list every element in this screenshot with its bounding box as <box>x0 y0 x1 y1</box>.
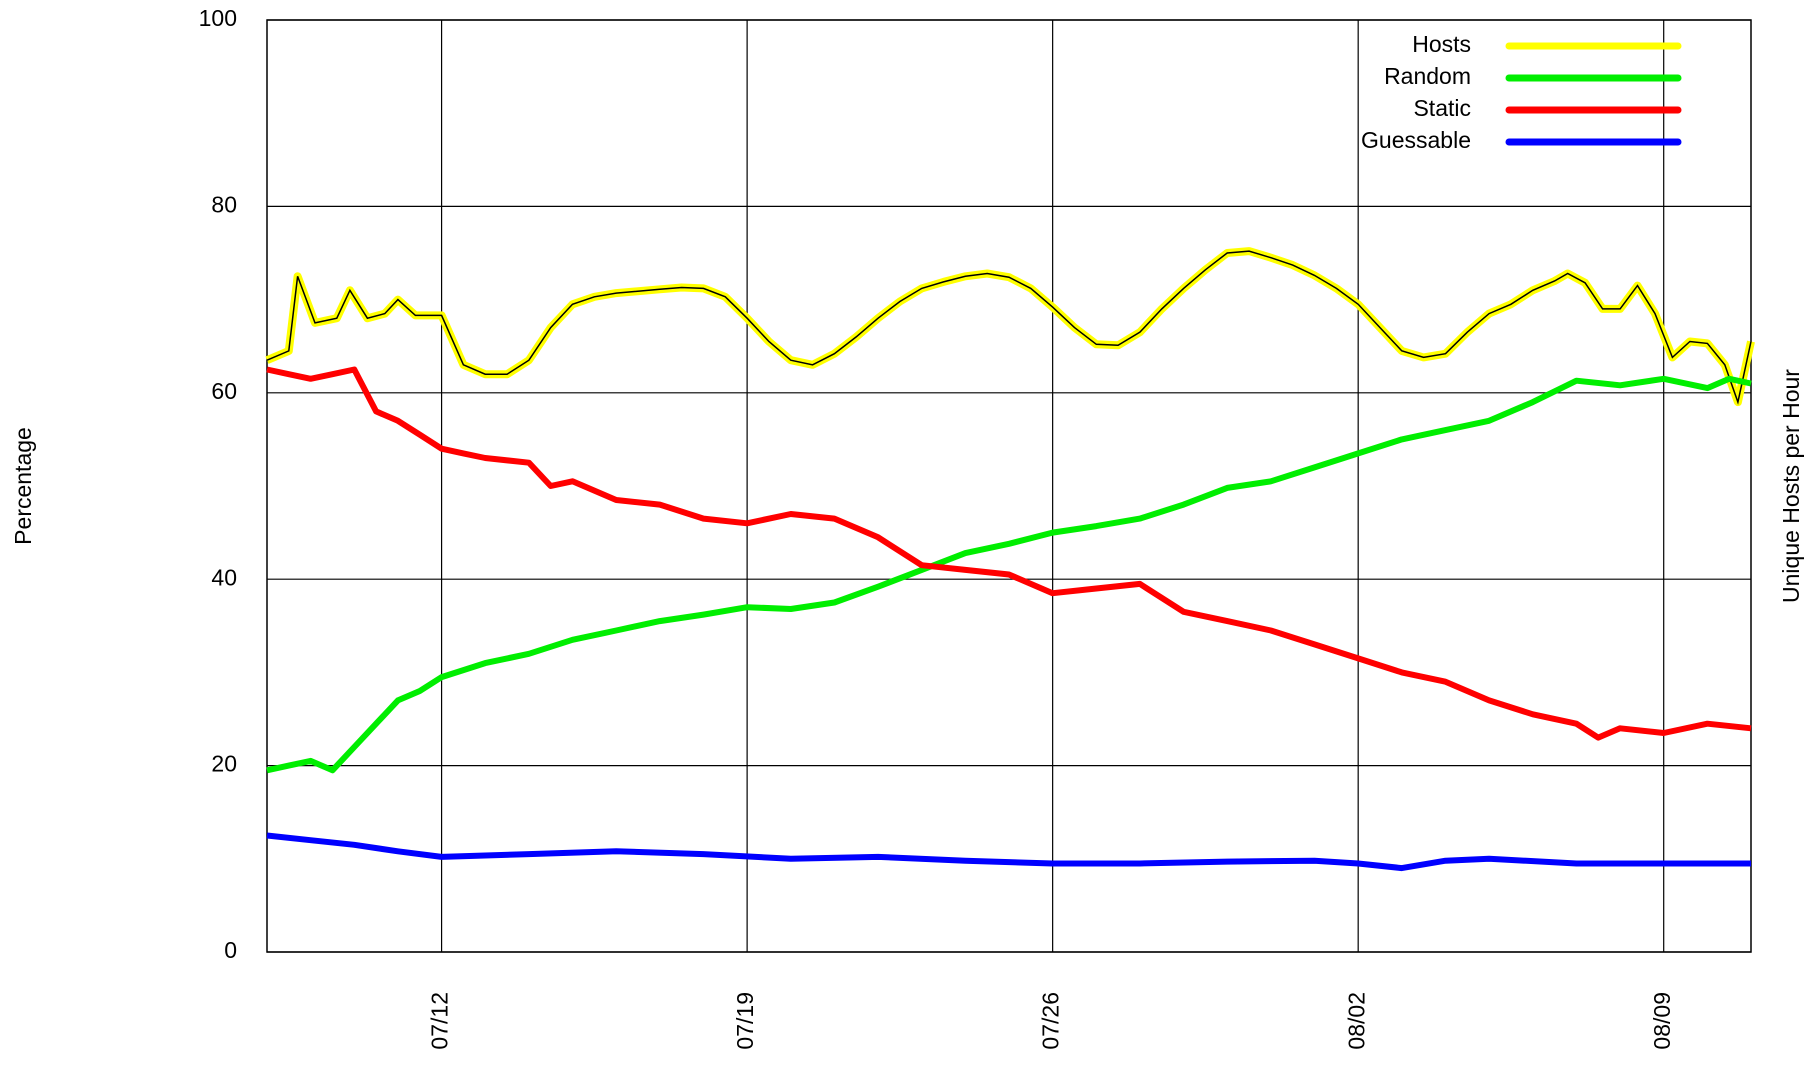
y-tick-label: 0 <box>224 937 237 963</box>
y-tick-label: 60 <box>211 378 237 404</box>
legend-label: Guessable <box>1361 127 1471 153</box>
series-line <box>266 832 1751 872</box>
x-tick-label: 07/26 <box>1038 992 1064 1050</box>
y-tick-label: 20 <box>211 751 237 777</box>
series-line <box>266 375 1752 774</box>
x-tick-label: 08/09 <box>1649 992 1675 1050</box>
y-tick-label: 40 <box>211 564 237 590</box>
legend-label: Static <box>1413 95 1471 121</box>
x-tick-label: 08/02 <box>1343 992 1369 1050</box>
y-tick-label: 80 <box>211 191 237 217</box>
y2-axis-label: Unique Hosts per Hour <box>1778 369 1804 603</box>
plot-frame <box>266 19 1752 953</box>
y-axis-label: Percentage <box>10 427 36 545</box>
x-tick-label: 07/12 <box>427 992 453 1050</box>
legend-label: Hosts <box>1412 31 1471 57</box>
x-tick-label: 07/19 <box>732 992 758 1050</box>
series-line <box>265 247 1755 407</box>
legend-label: Random <box>1384 63 1471 89</box>
series-line-outline <box>266 250 1752 405</box>
y-tick-label: 100 <box>199 5 237 31</box>
series-line <box>266 366 1752 741</box>
